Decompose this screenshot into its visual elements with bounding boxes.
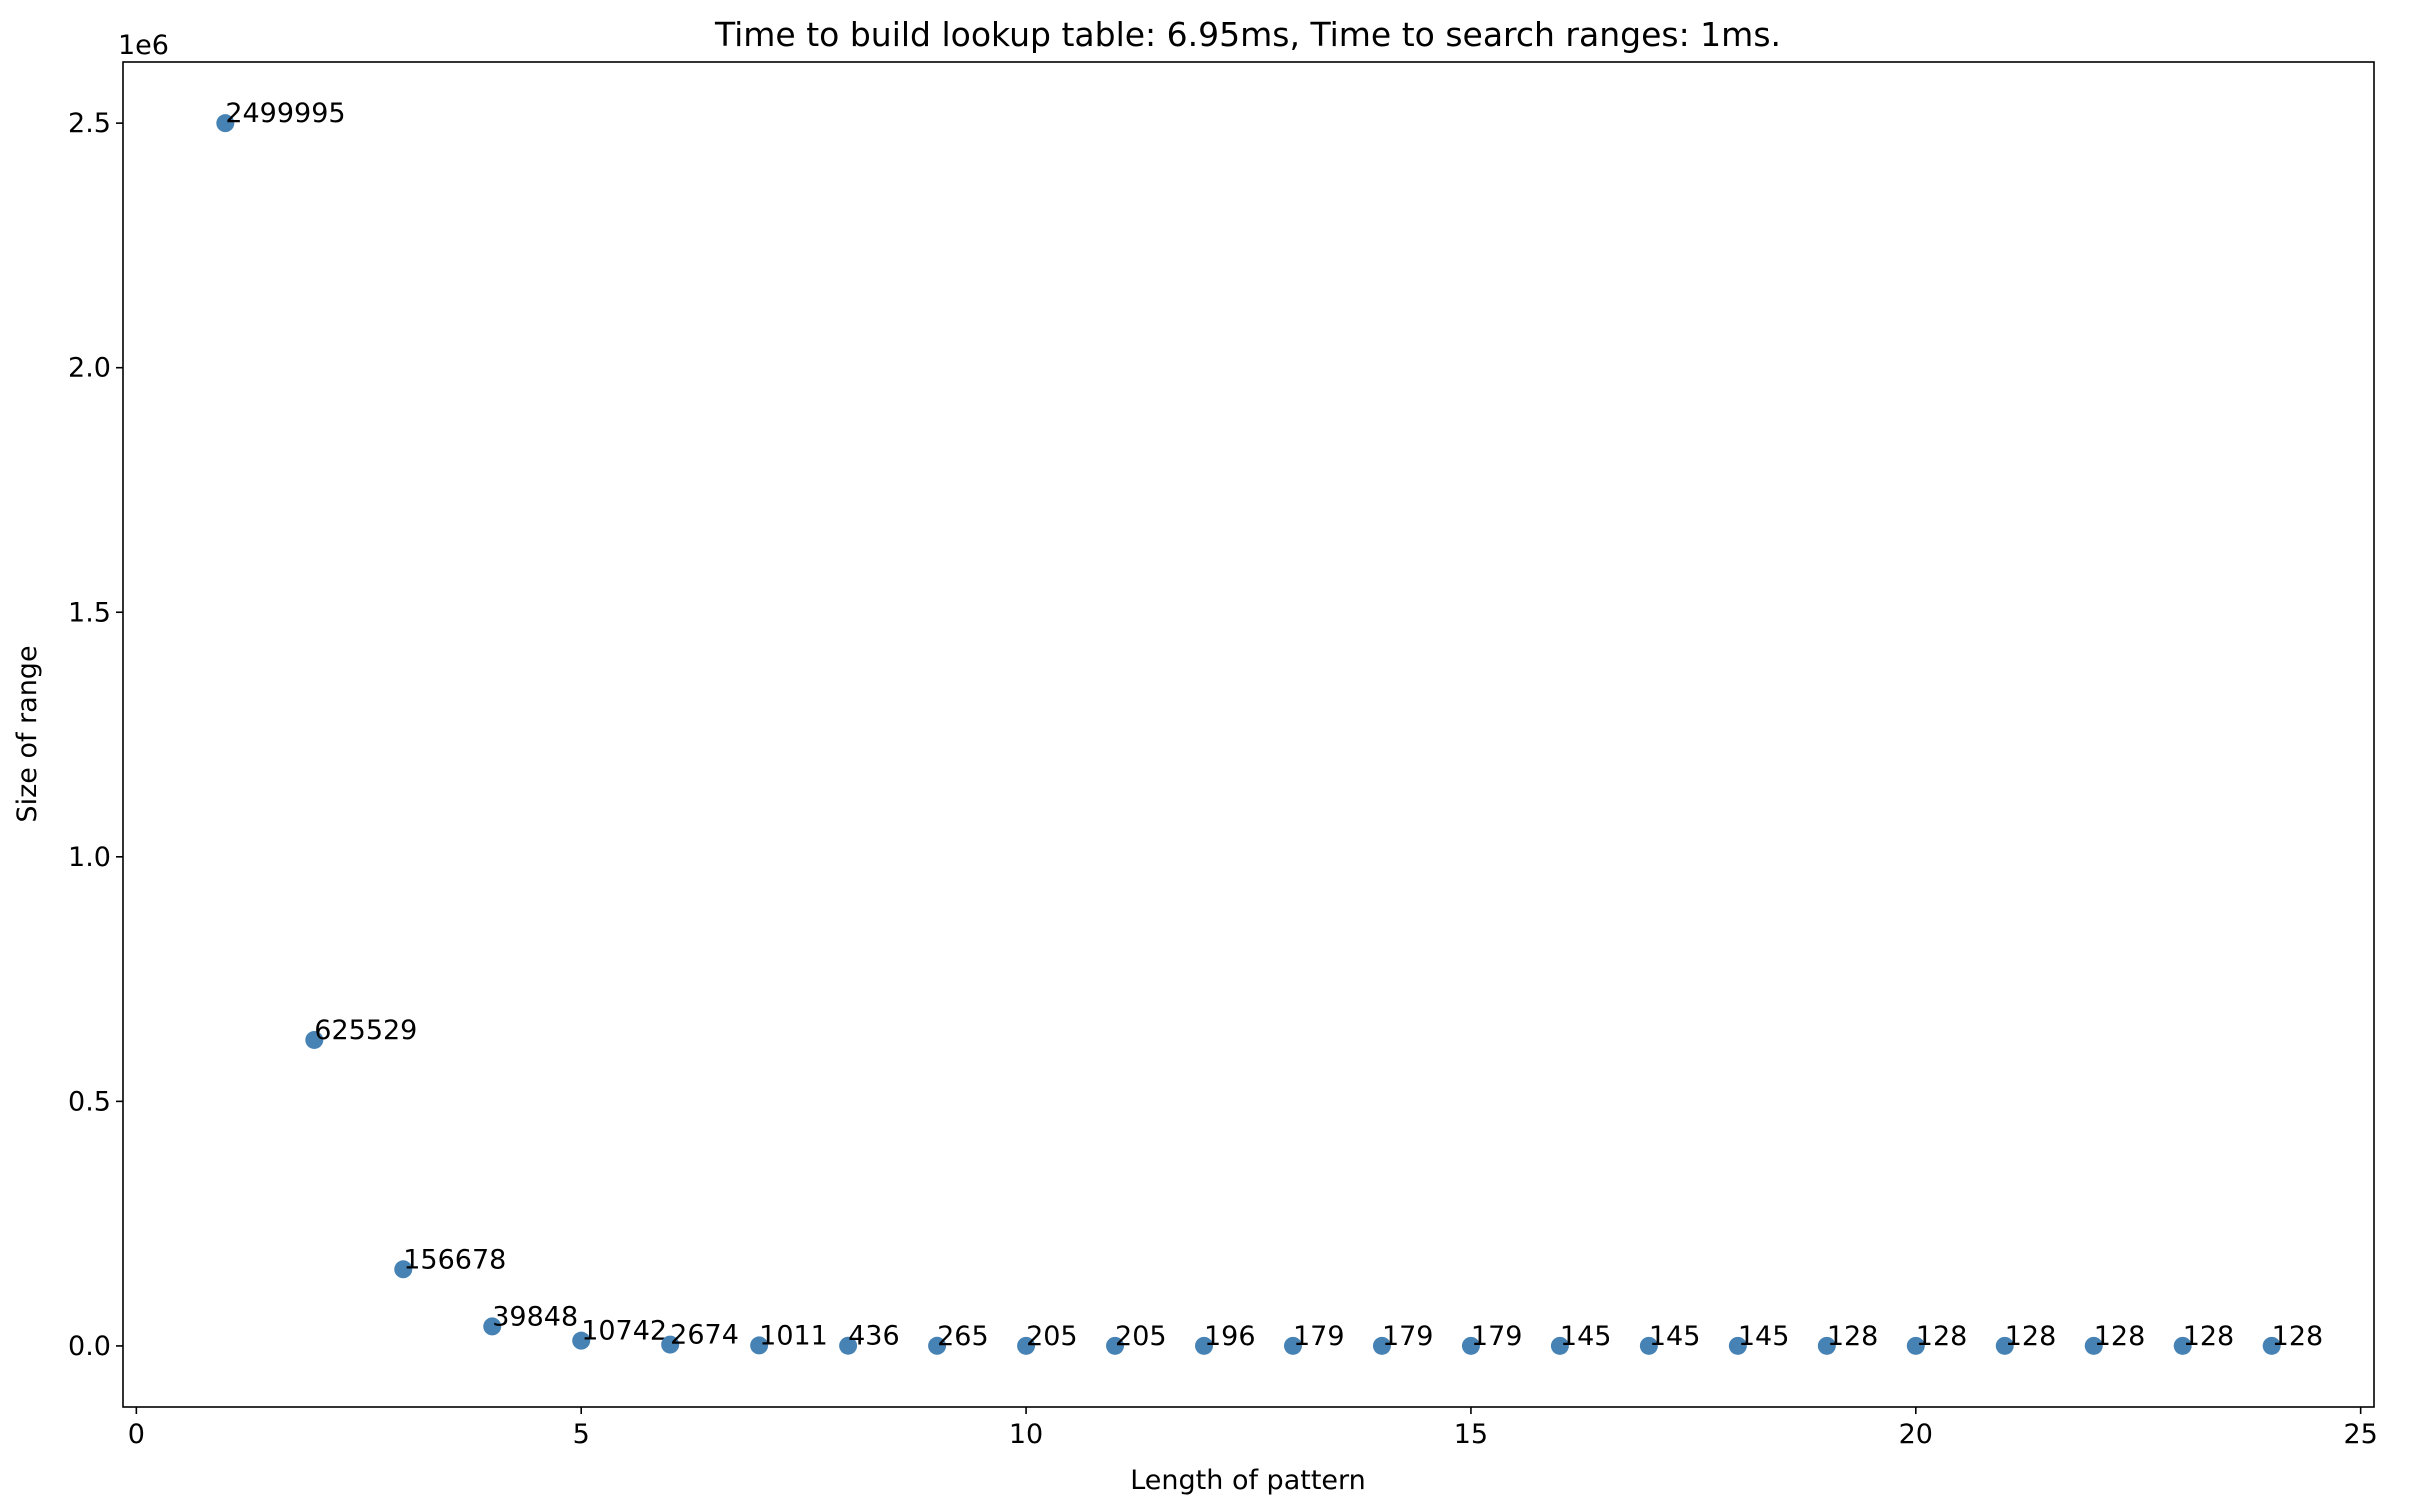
- data-label: 265: [937, 1321, 989, 1352]
- point: [928, 1336, 947, 1355]
- point: [1550, 1336, 1569, 1355]
- data-label: 2499995: [225, 98, 345, 129]
- y-offset-label: 1e6: [118, 30, 169, 61]
- point: [1817, 1336, 1836, 1355]
- data-label: 156678: [403, 1244, 506, 1275]
- data-label: 625529: [314, 1015, 417, 1046]
- data-label: 128: [2183, 1321, 2235, 1352]
- plot-frame: [122, 61, 2375, 1408]
- data-label: 128: [1827, 1321, 1879, 1352]
- data-label: 1011: [759, 1320, 828, 1351]
- point: [1906, 1336, 1925, 1355]
- y-tick-label: 2.5: [68, 108, 111, 139]
- point: [750, 1336, 769, 1355]
- point: [1283, 1336, 1302, 1355]
- chart-title: Time to build lookup table: 6.95ms, Time…: [714, 15, 1781, 54]
- point: [661, 1335, 680, 1354]
- data-label: 128: [2272, 1321, 2324, 1352]
- x-tick-label: 25: [2343, 1419, 2377, 1450]
- point: [1728, 1336, 1747, 1355]
- y-tick-label: 0.5: [68, 1086, 111, 1117]
- y-tick-label: 0.0: [68, 1331, 111, 1362]
- point: [1106, 1336, 1125, 1355]
- point: [1195, 1336, 1214, 1355]
- data-label: 128: [2094, 1321, 2146, 1352]
- data-label: 205: [1115, 1321, 1167, 1352]
- data-label: 145: [1649, 1321, 1701, 1352]
- y-tick-label: 1.5: [68, 597, 111, 628]
- x-tick-label: 10: [1009, 1419, 1043, 1450]
- point: [305, 1030, 324, 1049]
- data-label: 436: [848, 1321, 900, 1352]
- point: [1372, 1336, 1391, 1355]
- point: [216, 114, 235, 133]
- data-label: 179: [1382, 1321, 1434, 1352]
- x-tick-label: 15: [1454, 1419, 1488, 1450]
- data-label: 128: [1916, 1321, 1968, 1352]
- data-label: 196: [1204, 1321, 1256, 1352]
- x-tick-label: 0: [128, 1419, 145, 1450]
- point: [2173, 1336, 2192, 1355]
- data-label: 179: [1293, 1321, 1345, 1352]
- data-label: 145: [1560, 1321, 1612, 1352]
- data-label: 128: [2005, 1321, 2057, 1352]
- point: [483, 1317, 502, 1336]
- y-tick-label: 1.0: [68, 842, 111, 873]
- data-label: 145: [1738, 1321, 1790, 1352]
- data-label: 205: [1026, 1321, 1078, 1352]
- point: [1017, 1336, 1036, 1355]
- data-label: 179: [1471, 1321, 1523, 1352]
- point: [2084, 1336, 2103, 1355]
- x-tick-label: 20: [1899, 1419, 1933, 1450]
- point: [1639, 1336, 1658, 1355]
- point: [839, 1336, 858, 1355]
- y-axis-label: Size of range: [12, 645, 43, 822]
- y-tick-label: 2.0: [68, 353, 111, 384]
- data-label: 2674: [670, 1320, 739, 1351]
- point: [572, 1331, 591, 1350]
- x-axis-label: Length of pattern: [1130, 1465, 1366, 1496]
- x-tick-label: 5: [573, 1419, 590, 1450]
- point: [394, 1260, 413, 1279]
- point: [1461, 1336, 1480, 1355]
- point: [1995, 1336, 2014, 1355]
- point: [2262, 1336, 2281, 1355]
- data-label: 39848: [492, 1301, 578, 1332]
- data-label: 10742: [581, 1316, 667, 1347]
